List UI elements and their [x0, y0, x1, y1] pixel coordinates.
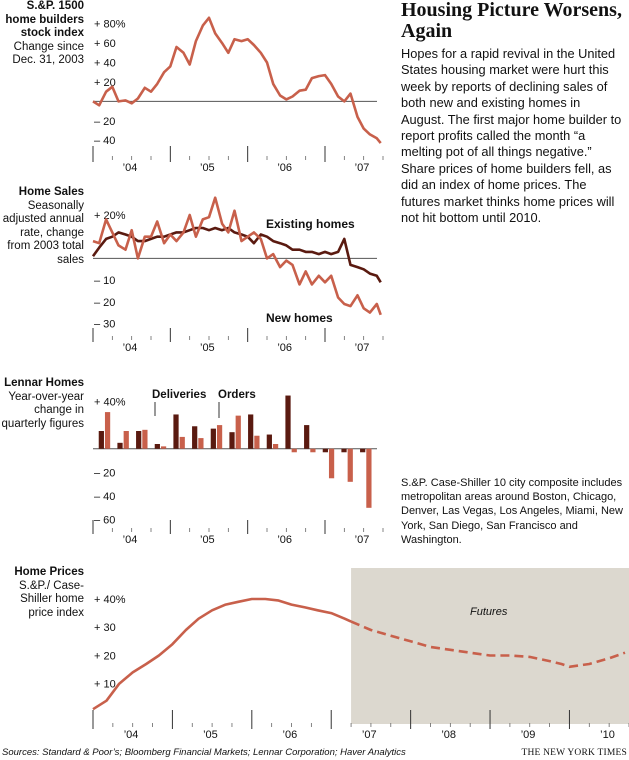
x-tick-label: ’06 — [277, 342, 292, 354]
article-body: Hopes for a rapid revival in the United … — [401, 46, 622, 226]
deliveries-bar — [154, 444, 160, 449]
deliveries-bar — [360, 448, 366, 453]
y-tick-label: + 20 — [94, 650, 116, 662]
x-tick-label: ’06 — [277, 534, 292, 546]
orders-bar — [123, 431, 129, 449]
sources-credit: Sources: Standard & Poor’s; Bloomberg Fi… — [2, 747, 406, 758]
deliveries-bar — [210, 428, 216, 449]
y-tick-label: – 20 — [94, 116, 115, 128]
orders-bar — [272, 444, 279, 449]
x-tick-label: ’07 — [355, 534, 370, 546]
y-tick-label: + 40% — [94, 396, 126, 408]
orders-bar — [328, 448, 335, 479]
deliveries-bar — [229, 432, 235, 449]
deliveries-bar — [248, 414, 254, 449]
orders-bar — [310, 448, 316, 453]
stock-index-chart: + 80% + 60 + 40 + 20 – 20 – 40 ’04 ’05 ’06 ’07 — [92, 16, 384, 174]
x-tick-label: ’06 — [277, 162, 292, 174]
y-tick-label: + 20 — [94, 77, 116, 89]
y-tick-label: + 40% — [94, 594, 126, 606]
home-prices-subtitle: S.&P./ Case-Shiller home price index — [19, 579, 84, 619]
x-tick-label: ’08 — [441, 729, 456, 741]
lennar-homes-chart: + 40% – 20 – 40 – 60 ’04 ’05 ’06 ’07 Deliveries O… — [92, 389, 384, 546]
y-tick-label: + 10 — [94, 679, 116, 691]
stock-index-label: S.&P. 1500 home builders stock index Cha… — [0, 0, 84, 68]
actual-line — [92, 597, 352, 711]
new-homes-line — [92, 196, 382, 316]
deliveries-bar — [173, 414, 179, 449]
orders-bar — [366, 448, 372, 508]
lennar-title: Lennar Homes — [4, 377, 84, 389]
deliveries-bar — [117, 442, 123, 449]
x-tick-label: ’07 — [355, 162, 370, 174]
nyt-logo: THE NEW YORK TIMES — [521, 748, 627, 758]
y-tick-label: – 40 — [94, 135, 115, 147]
orders-bar — [104, 412, 111, 449]
futures-shaded-region — [351, 568, 629, 724]
home-sales-label: Home Sales Seasonally adjusted annual ra… — [0, 186, 84, 267]
y-tick-label: – 30 — [94, 318, 115, 330]
x-tick-label: ’04 — [123, 534, 138, 546]
deliveries-bar — [192, 426, 198, 449]
x-tick-label: ’04 — [123, 162, 138, 174]
x-tick-label: ’05 — [203, 729, 218, 741]
x-tick-label: ’10 — [600, 729, 615, 741]
deliveries-bar — [266, 434, 272, 449]
deliveries-bar — [304, 425, 310, 449]
x-tick-label: ’05 — [200, 534, 215, 546]
existing-homes-annotation: Existing homes — [266, 217, 355, 231]
orders-bar — [347, 448, 353, 482]
legend-deliveries: Deliveries — [152, 389, 206, 401]
lennar-subtitle: Year-over-year change in quarterly figur… — [1, 390, 84, 430]
series-line — [92, 16, 382, 144]
home-sales-title: Home Sales — [18, 186, 84, 198]
x-tick-label: ’07 — [362, 729, 377, 741]
orders-bar — [235, 415, 241, 449]
home-prices-title: Home Prices — [14, 566, 84, 578]
y-tick-label: + 60 — [94, 38, 116, 50]
lennar-label: Lennar Homes Year-over-year change in qu… — [0, 377, 84, 431]
orders-bar — [142, 429, 148, 449]
orders-bar — [179, 436, 185, 449]
home-prices-chart: Futures + 40% + 30 + 20 + 10 ’04 ’05 ’06 ’07 ’08 ’… — [92, 568, 629, 741]
home-sales-subtitle: Seasonally adjusted annual rate, change … — [2, 199, 84, 266]
y-tick-label: + 80% — [94, 19, 126, 31]
y-tick-label: – 10 — [94, 275, 115, 287]
deliveries-bar — [98, 431, 104, 449]
stock-index-subtitle: Change since Dec. 31, 2003 — [12, 40, 84, 67]
y-tick-label: + 30 — [94, 622, 116, 634]
orders-bar — [291, 448, 297, 453]
legend-orders: Orders — [218, 389, 256, 401]
x-tick-label: ’04 — [124, 729, 139, 741]
home-sales-chart: + 20% – 10 – 20 – 30 ’04 ’05 ’06 ’07 Existing ho… — [91, 196, 384, 354]
x-tick-label: ’04 — [123, 342, 138, 354]
orders-bar — [216, 425, 223, 449]
home-prices-label: Home Prices S.&P./ Case-Shiller home pri… — [0, 566, 84, 620]
y-tick-label: + 20% — [94, 210, 126, 222]
x-tick-label: ’06 — [283, 729, 298, 741]
y-tick-label: – 20 — [94, 467, 115, 479]
new-homes-annotation: New homes — [266, 311, 333, 325]
headline: Housing Picture Worsens, Again — [401, 0, 622, 42]
existing-homes-line — [91, 226, 382, 283]
x-tick-label: ’07 — [355, 342, 370, 354]
deliveries-bar — [322, 448, 328, 453]
deliveries-bar — [341, 448, 347, 453]
futures-label: Futures — [470, 606, 508, 618]
x-tick-label: ’05 — [200, 162, 215, 174]
orders-bar — [198, 438, 204, 449]
deliveries-bar — [285, 395, 291, 449]
x-tick-label: ’09 — [521, 729, 536, 741]
orders-bar — [254, 435, 260, 449]
stock-index-title: S.&P. 1500 home builders stock index — [5, 0, 84, 39]
y-tick-label: + 40 — [94, 58, 116, 70]
y-tick-label: – 20 — [94, 297, 115, 309]
deliveries-bar — [136, 431, 142, 449]
x-tick-label: ’05 — [200, 342, 215, 354]
case-shiller-note: S.&P. Case-Shiller 10 city composite inc… — [401, 477, 623, 546]
orders-bar — [160, 446, 167, 449]
y-tick-label: – 60 — [94, 515, 115, 527]
y-tick-label: – 40 — [94, 491, 115, 503]
